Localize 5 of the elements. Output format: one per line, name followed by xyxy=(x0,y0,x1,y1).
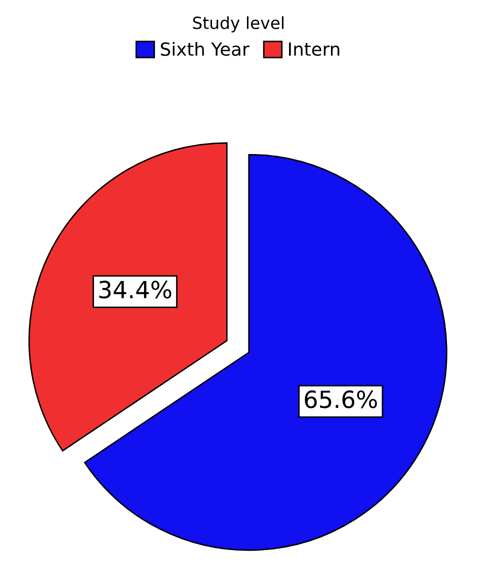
legend-label: Sixth Year xyxy=(160,42,250,56)
legend-label: Intern xyxy=(289,42,340,56)
data-label: 34.4% xyxy=(99,280,172,299)
data-label: 65.6% xyxy=(304,390,377,408)
legend-title: Study level xyxy=(193,16,284,32)
